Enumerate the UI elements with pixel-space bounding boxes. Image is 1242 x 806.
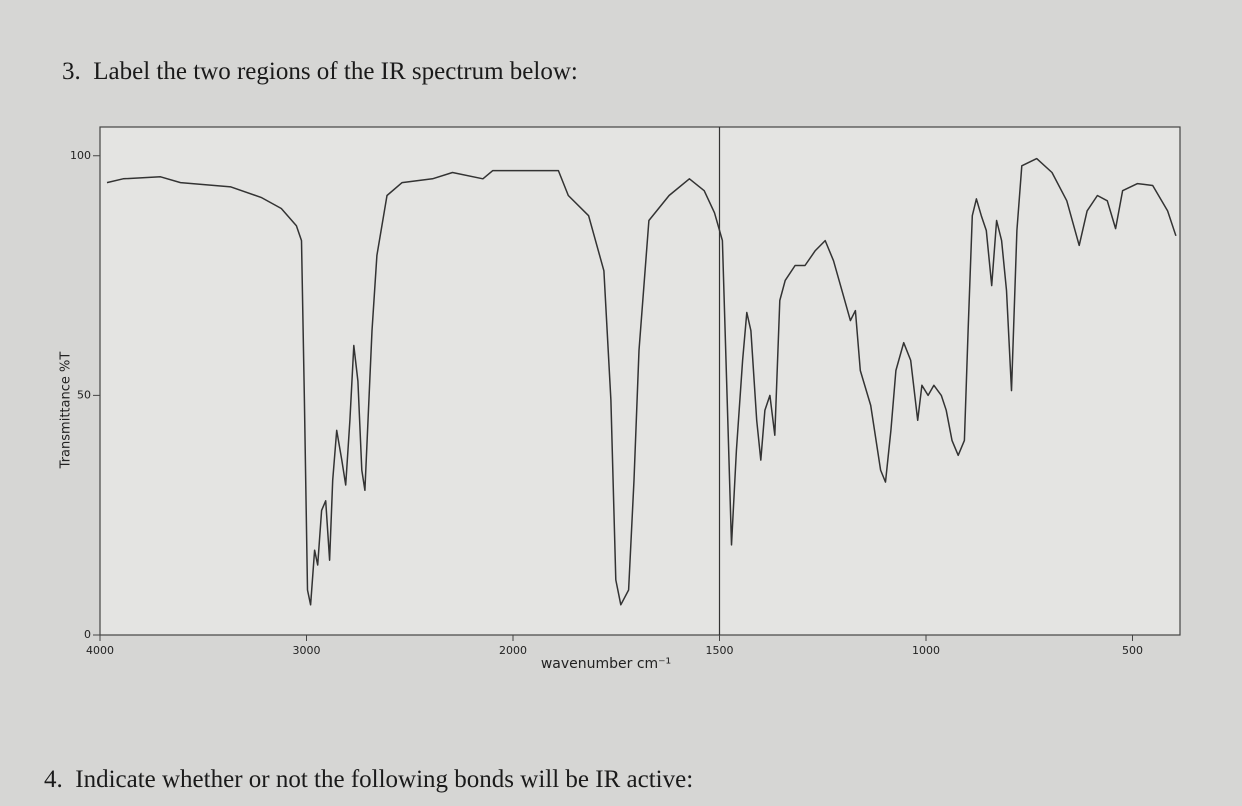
question-number: 4. — [44, 766, 63, 793]
spectrum-line — [106, 157, 1177, 606]
question: 4. Indicate whether or not the following… — [44, 766, 693, 794]
x-tick-label: 1000 — [912, 644, 940, 657]
x-tick-label: 4000 — [86, 644, 114, 657]
plot-frame — [99, 126, 1181, 636]
question-text: Indicate whether or not the following bo… — [75, 766, 694, 793]
y-axis-label: Transmittance %T — [59, 352, 74, 470]
x-tick-label: 3000 — [293, 644, 321, 657]
question-number: 3. — [62, 58, 81, 85]
y-tick-label: 100 — [70, 149, 91, 162]
question-text: Label the two regions of the IR spectrum… — [93, 58, 578, 85]
x-tick-label: 1500 — [706, 644, 734, 657]
y-tick-label: 0 — [84, 628, 91, 641]
question: 3. Label the two regions of the IR spect… — [62, 58, 578, 86]
y-tick-label: 50 — [77, 388, 91, 401]
x-tick-label: 500 — [1122, 644, 1143, 657]
x-tick-label: 2000 — [499, 644, 527, 657]
x-axis-label: wavenumber cm⁻¹ — [541, 656, 671, 672]
